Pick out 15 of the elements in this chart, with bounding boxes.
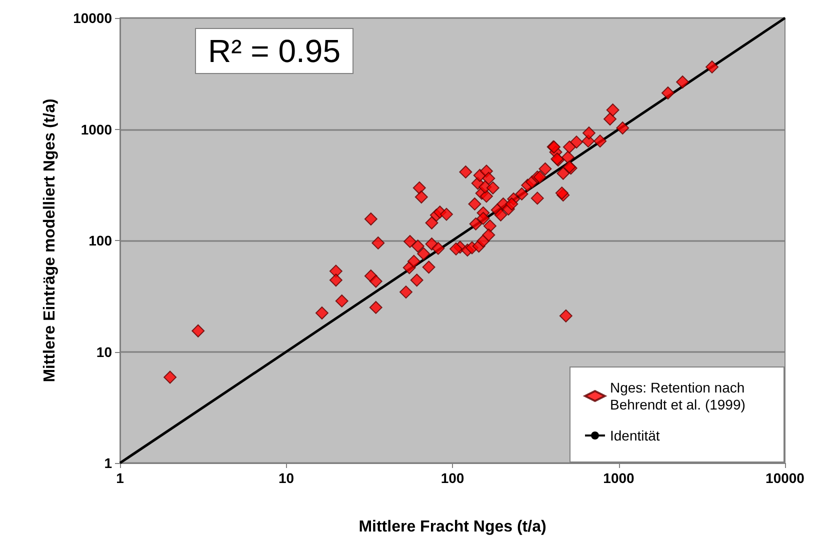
x-axis-title: Mittlere Fracht Nges (t/a) — [358, 518, 546, 536]
y-axis-title: Mittlere Einträge modelliert Nges (t/a) — [42, 98, 58, 382]
y-tick-label: 10 — [96, 344, 112, 360]
y-tick-label: 100 — [88, 232, 112, 248]
y-tick-label: 1000 — [80, 121, 112, 138]
y-tick-label: 1 — [104, 455, 112, 471]
x-tick-label: 10000 — [766, 470, 805, 486]
x-tick-label: 1000 — [603, 470, 635, 486]
y-tick-label: 10000 — [73, 10, 112, 26]
x-tick-label: 100 — [440, 470, 464, 486]
x-tick-label: 1 — [116, 470, 124, 486]
legend-label: Identität — [610, 428, 660, 444]
annotation: R² = 0.95 — [208, 33, 341, 69]
x-tick-label: 10 — [278, 470, 294, 486]
legend-label: Nges: Retention nach Behrendt et al. (1999) — [610, 380, 749, 412]
